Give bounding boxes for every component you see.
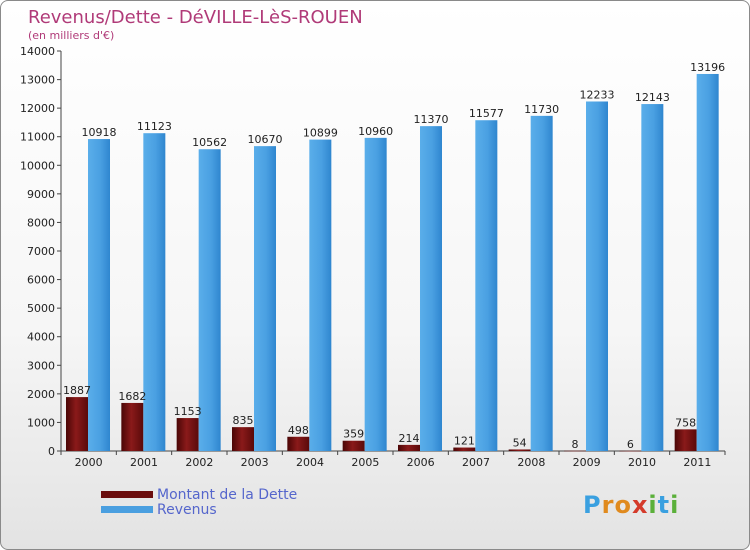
y-tick-label: 11000: [20, 131, 55, 144]
bar-debt: [398, 444, 420, 451]
y-tick-label: 4000: [27, 331, 55, 344]
data-label-debt: 359: [343, 428, 364, 441]
bar-debt: [232, 427, 254, 451]
data-label-revenus: 13196: [690, 61, 725, 74]
bar-revenus: [254, 146, 276, 451]
logo-letter: t: [657, 491, 671, 519]
bar-revenus: [696, 73, 719, 451]
x-tick-label: 2011: [683, 456, 711, 469]
bar-revenus: [88, 139, 110, 452]
y-tick-label: 10000: [20, 159, 55, 172]
data-label-revenus: 11577: [469, 107, 504, 120]
chart-data-labels: 1887 10918 1682 11123 1153 10562 835 10670 498 10…: [63, 61, 725, 451]
y-tick-label: 13000: [20, 74, 55, 87]
logo-letter: P: [583, 491, 602, 519]
logo-letter: o: [614, 491, 632, 519]
bar-debt: [176, 418, 199, 451]
logo-letter: i: [670, 491, 680, 519]
legend-item-dette: Montant de la Dette: [101, 486, 298, 503]
bar-revenus: [586, 101, 608, 451]
logo-letter: x: [631, 491, 649, 519]
legend-label-dette: Montant de la Dette: [157, 486, 298, 503]
legend: Montant de la Dette Revenus: [101, 486, 298, 518]
bar-revenus: [364, 137, 387, 451]
legend-label-revenus: Revenus: [157, 501, 217, 518]
x-tick-label: 2001: [130, 456, 158, 469]
data-label-revenus: 10918: [82, 126, 117, 139]
logo-letter: i: [648, 491, 658, 519]
data-label-debt: 1153: [174, 405, 202, 418]
y-tick-label: 6000: [27, 274, 55, 287]
y-tick-label: 7000: [27, 245, 55, 258]
bar-debt: [287, 436, 310, 451]
logo-letter: r: [601, 491, 615, 519]
y-tick-label: 14000: [20, 45, 55, 58]
data-label-revenus: 10960: [358, 125, 393, 138]
chart-subtitle: (en milliers d'€): [28, 29, 115, 42]
bar-debt: [508, 449, 531, 451]
chart-axes: 0 1000 2000 3000 4000 5000 6000 7000 8000 9000 100…: [20, 45, 726, 469]
data-label-debt: 8: [572, 438, 579, 451]
data-label-revenus: 11123: [137, 120, 172, 133]
legend-swatch-dette: [101, 491, 153, 498]
x-tick-label: 2009: [573, 456, 601, 469]
y-tick-label: 3000: [27, 359, 55, 372]
x-tick-label: 2005: [351, 456, 379, 469]
x-tick-label: 2002: [185, 456, 213, 469]
bar-debt: [674, 429, 697, 451]
y-tick-label: 5000: [27, 302, 55, 315]
data-label-debt: 214: [399, 432, 420, 445]
proxiti-logo: Proxiti: [583, 491, 679, 519]
x-tick-label: 2006: [407, 456, 435, 469]
data-label-debt: 121: [454, 435, 475, 448]
bar-debt: [453, 447, 476, 451]
data-label-revenus: 10670: [248, 133, 283, 146]
data-label-debt: 1887: [63, 384, 91, 397]
bar-debt: [342, 440, 365, 451]
bar-revenus: [143, 133, 166, 451]
x-tick-label: 2000: [75, 456, 103, 469]
x-tick-label: 2007: [462, 456, 490, 469]
bar-debt: [121, 402, 144, 451]
y-tick-label: 2000: [27, 388, 55, 401]
y-tick-label: 12000: [20, 102, 55, 115]
data-label-revenus: 12233: [580, 88, 615, 101]
legend-item-revenus: Revenus: [101, 501, 297, 518]
data-label-revenus: 11730: [524, 103, 559, 116]
bar-debt: [619, 450, 642, 452]
data-label-debt: 758: [675, 416, 696, 429]
y-tick-label: 8000: [27, 216, 55, 229]
data-label-revenus: 11370: [414, 113, 449, 126]
bar-debt: [564, 450, 586, 452]
bar-revenus: [420, 126, 442, 452]
data-label-debt: 1682: [118, 390, 146, 403]
legend-swatch-revenus: [101, 506, 153, 513]
y-tick-label: 1000: [27, 416, 55, 429]
x-tick-label: 2003: [241, 456, 269, 469]
x-tick-label: 2008: [517, 456, 545, 469]
data-label-debt: 6: [627, 438, 634, 451]
bar-revenus: [530, 115, 553, 451]
y-tick-label: 9000: [27, 188, 55, 201]
data-label-debt: 835: [233, 414, 254, 427]
bar-revenus: [198, 149, 221, 451]
data-label-debt: 54: [513, 436, 527, 449]
data-label-revenus: 10562: [192, 136, 227, 149]
bar-revenus: [309, 139, 332, 451]
chart-bars: [66, 73, 719, 452]
data-label-revenus: 10899: [303, 127, 338, 140]
data-label-debt: 498: [288, 424, 309, 437]
bar-debt: [66, 397, 88, 451]
bar-revenus: [475, 120, 498, 451]
chart-title: Revenus/Dette - DéVILLE-LèS-ROUEN: [28, 7, 363, 28]
x-tick-label: 2010: [628, 456, 656, 469]
bar-revenus: [641, 104, 664, 452]
data-label-revenus: 12143: [635, 91, 670, 104]
x-tick-label: 2004: [296, 456, 324, 469]
y-tick-label: 0: [48, 445, 55, 458]
